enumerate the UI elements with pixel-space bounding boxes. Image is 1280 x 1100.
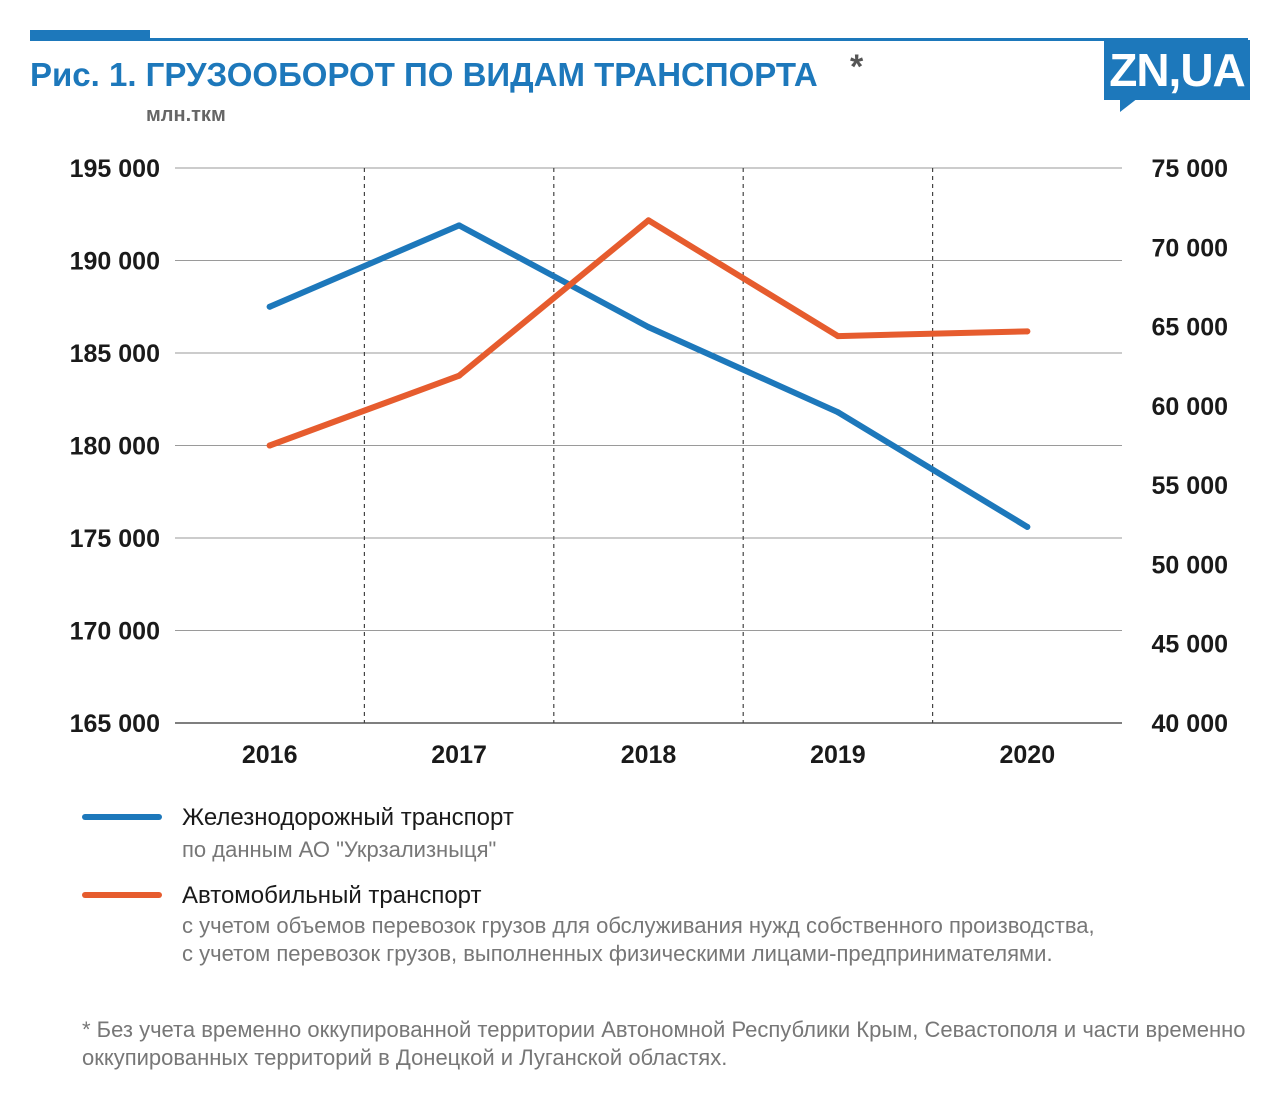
- header-rule: [30, 38, 1248, 41]
- right-tick-label: 75 000: [1152, 155, 1228, 183]
- rail-point-2017: [456, 222, 463, 229]
- auto-legend-label: Автомобильный транспорт: [182, 882, 482, 909]
- left-axis-ticks: 195 000 190 000 185 000 180 000 175 000 170 0…: [70, 155, 160, 738]
- auto-point-2020: [1024, 328, 1031, 335]
- legend-auto: Автомобильный транспорт с учетом объемов…: [82, 880, 1095, 1000]
- units-label: млн.ткм: [146, 104, 226, 126]
- x-axis-ticks: 2016 2017 2018 2019 2020: [242, 741, 1055, 769]
- x-tick-label: 2018: [621, 741, 677, 769]
- rail-point-2016: [266, 303, 273, 310]
- left-tick-label: 185 000: [70, 340, 160, 368]
- logo-tail-shape: [1120, 98, 1138, 112]
- rail-legend-line: [82, 814, 162, 820]
- x-tick-label: 2017: [431, 741, 487, 769]
- auto-transport-line: [266, 217, 1031, 449]
- rail-point-2019: [834, 409, 841, 416]
- title-asterisk: *: [850, 48, 864, 86]
- right-axis-ticks: 75 000 70 000 65 000 60 000 55 000 50 000 45 0…: [1152, 155, 1228, 738]
- grid-layer: [175, 167, 1122, 724]
- rail-point-2018: [645, 324, 652, 331]
- right-tick-label: 55 000: [1152, 472, 1228, 500]
- right-tick-label: 70 000: [1152, 234, 1228, 262]
- x-tick-label: 2019: [810, 741, 866, 769]
- left-tick-label: 180 000: [70, 433, 160, 461]
- right-tick-label: 45 000: [1152, 631, 1228, 659]
- zn-ua-logo: ZN,UA: [1104, 40, 1250, 100]
- right-tick-label: 65 000: [1152, 314, 1228, 342]
- chart-title: Рис. 1. ГРУЗООБОРОТ ПО ВИДАМ ТРАНСПОРТА: [30, 56, 818, 93]
- auto-point-2016: [266, 442, 273, 449]
- auto-point-2018: [645, 217, 652, 224]
- left-tick-label: 165 000: [70, 710, 160, 738]
- rail-point-2020: [1024, 523, 1031, 530]
- x-tick-label: 2016: [242, 741, 298, 769]
- auto-legend-note: с учетом объемов перевозок грузов для об…: [182, 913, 1095, 966]
- left-tick-label: 195 000: [70, 155, 160, 183]
- line-chart: 195 000 190 000 185 000 180 000 175 000 170 0…: [70, 155, 1228, 769]
- footnote: * Без учета временно оккупированной терр…: [82, 1017, 1246, 1070]
- right-tick-label: 40 000: [1152, 710, 1228, 738]
- series-layer: [266, 217, 1031, 530]
- auto-point-2017: [456, 372, 463, 379]
- auto-point-2019: [834, 333, 841, 340]
- right-tick-label: 50 000: [1152, 551, 1228, 579]
- rail-legend-note: по данным АО "Укрзализныця": [182, 837, 497, 862]
- left-tick-label: 170 000: [70, 618, 160, 646]
- left-tick-label: 175 000: [70, 525, 160, 553]
- left-tick-label: 190 000: [70, 248, 160, 276]
- legend-rail: Железнодорожный транспорт по данным АО "…: [82, 800, 1082, 870]
- x-tick-label: 2020: [999, 741, 1055, 769]
- right-tick-label: 60 000: [1152, 393, 1228, 421]
- rail-transport-line: [266, 222, 1031, 530]
- auto-legend-line: [82, 892, 162, 898]
- header-accent-bar: [30, 30, 150, 39]
- rail-legend-label: Железнодорожный транспорт: [182, 804, 514, 831]
